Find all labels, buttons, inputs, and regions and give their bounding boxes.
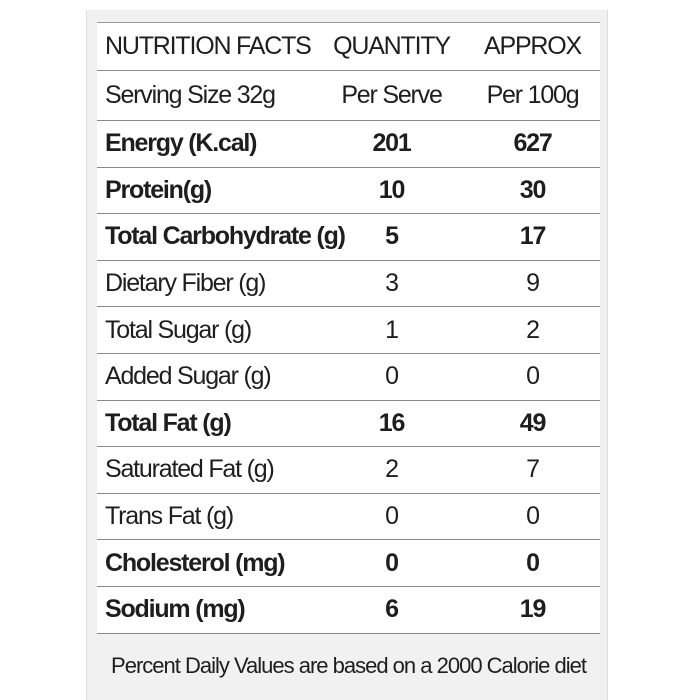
table-cell: 0: [385, 548, 399, 577]
table-cell: 2: [385, 455, 399, 484]
table-cell: Energy (K.cal): [105, 129, 258, 158]
table-cell: 0: [526, 548, 540, 577]
table-cell: Added Sugar (g): [105, 362, 272, 391]
table-row: Saturated Fat (g) 2 7: [97, 447, 600, 494]
table-row: Total Carbohydrate (g) 5 17: [97, 214, 600, 261]
table-row: Cholesterol (mg) 0 0: [97, 540, 600, 587]
table-cell: Cholesterol (mg): [105, 548, 286, 577]
header-cell: NUTRITION FACTS: [105, 32, 312, 60]
table-cell: Per Serve: [341, 81, 443, 109]
table-cell: 17: [519, 222, 547, 251]
table-row: Trans Fat (g) 0 0: [97, 494, 600, 541]
table-row: Dietary Fiber (g) 3 9: [97, 261, 600, 308]
header-row: NUTRITION FACTS QUANTITY APPROX: [97, 23, 600, 71]
table-cell: 0: [526, 502, 540, 531]
table-cell: Total Fat (g): [105, 408, 232, 437]
table-cell: 30: [519, 175, 547, 204]
table-cell: Sodium (mg): [105, 595, 246, 624]
table-cell: Per 100g: [486, 81, 580, 109]
nutrition-table: NUTRITION FACTS QUANTITY APPROX Serving Siz…: [97, 22, 600, 634]
table-cell: 1: [385, 315, 399, 344]
table-cell: 0: [526, 362, 540, 391]
table-cell: 2: [526, 315, 540, 344]
table-cell: Saturated Fat (g): [105, 455, 275, 484]
table-cell: 3: [385, 269, 399, 298]
table-cell: 19: [519, 595, 547, 624]
table-cell: 201: [372, 129, 411, 158]
table-cell: 6: [385, 595, 399, 624]
table-row: Energy (K.cal) 201 627: [97, 121, 600, 168]
table-cell: Dietary Fiber (g): [105, 269, 266, 298]
table-row: Protein(g) 10 30: [97, 168, 600, 215]
table-cell: 49: [519, 408, 547, 437]
table-row: Total Fat (g) 16 49: [97, 401, 600, 448]
table-cell: 10: [378, 175, 406, 204]
table-cell: Trans Fat (g): [105, 502, 234, 531]
table-cell: Serving Size 32g: [105, 81, 276, 109]
table-cell: 0: [385, 502, 399, 531]
table-cell: 0: [385, 362, 399, 391]
table-row: Sodium (mg) 6 19: [97, 587, 600, 634]
table-cell: Total Carbohydrate (g): [105, 222, 346, 251]
table-cell: Protein(g): [105, 175, 212, 204]
table-cell: Total Sugar (g): [105, 315, 252, 344]
table-cell: 5: [385, 222, 399, 251]
table-cell: 16: [378, 408, 406, 437]
header-cell: APPROX: [484, 32, 582, 60]
table-cell: 627: [513, 129, 552, 158]
table-row: Serving Size 32g Per Serve Per 100g: [97, 71, 600, 121]
table-row: Total Sugar (g) 1 2: [97, 307, 600, 354]
table-row: Added Sugar (g) 0 0: [97, 354, 600, 401]
table-cell: 9: [526, 269, 540, 298]
table-cell: 7: [526, 455, 540, 484]
header-cell: QUANTITY: [333, 32, 451, 60]
footnote: Percent Daily Values are based on a 2000…: [111, 653, 587, 678]
